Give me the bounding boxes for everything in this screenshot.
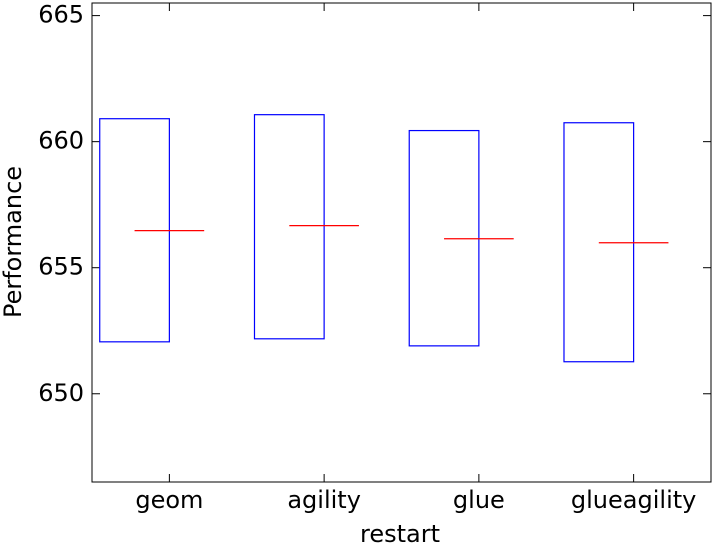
- x-tick-label: glueagility: [571, 486, 696, 514]
- box: [253, 114, 325, 340]
- x-axis-label: restart: [360, 520, 440, 548]
- y-tick-label: 660: [38, 127, 84, 155]
- y-axis-label: Performance: [0, 166, 27, 318]
- y-tick-label: 650: [38, 379, 84, 407]
- plot-frame: [91, 2, 712, 483]
- x-tick-label: agility: [287, 486, 361, 514]
- x-tick-label: glue: [453, 486, 505, 514]
- y-tick-label: 655: [38, 253, 84, 281]
- x-tick-label: geom: [135, 486, 203, 514]
- y-tick-label: 665: [38, 1, 84, 29]
